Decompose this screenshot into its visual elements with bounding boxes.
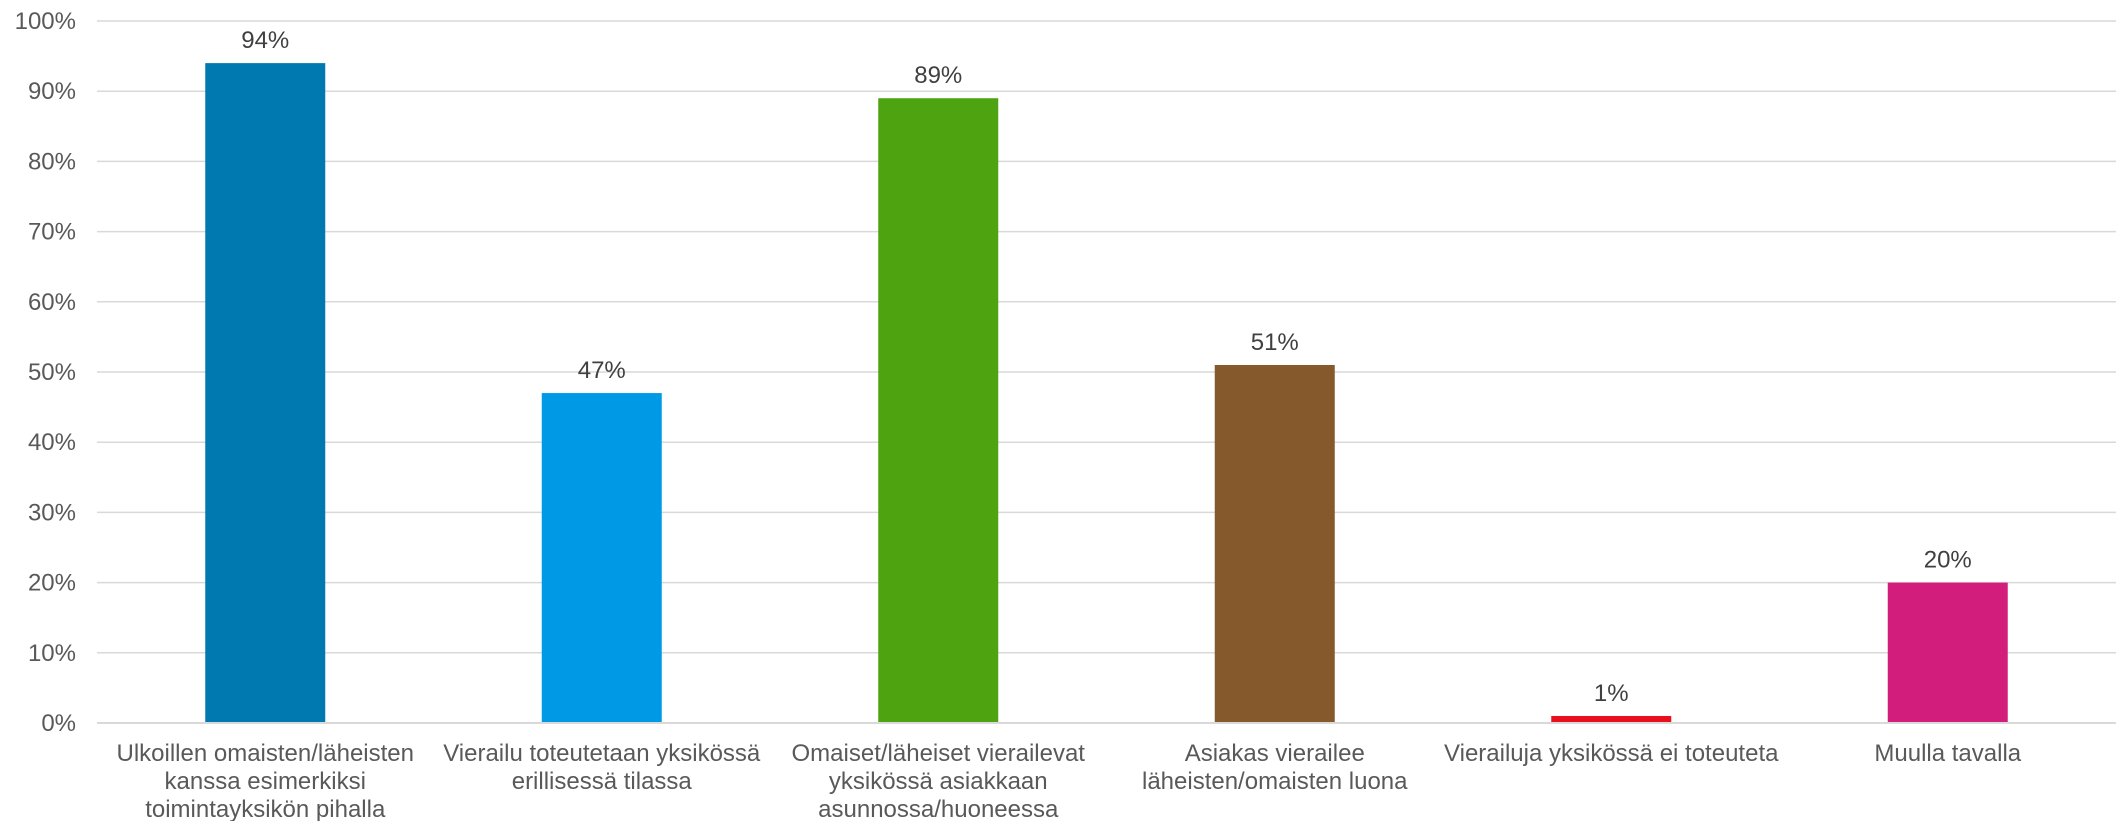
y-tick-label: 100% <box>15 8 76 35</box>
y-tick-label: 20% <box>28 570 76 597</box>
category-label-line: Omaiset/läheiset vierailevat <box>792 740 1086 767</box>
category-label-line: kanssa esimerkiksi <box>165 768 366 795</box>
category-label: Ulkoillen omaisten/läheisten kanssa esime… <box>117 740 415 821</box>
y-tick-label: 80% <box>28 148 76 175</box>
y-tick-label: 40% <box>28 429 76 456</box>
bars <box>205 63 2008 724</box>
y-tick-label: 10% <box>28 640 76 667</box>
y-tick-label: 70% <box>28 219 76 246</box>
y-tick-label: 30% <box>28 499 76 526</box>
category-label-line: Muulla tavalla <box>1874 740 2021 767</box>
category-label-line: yksikössä asiakkaan <box>829 768 1048 795</box>
category-label: Asiakas vierailee läheisten/omaisten luon… <box>1142 740 1408 795</box>
bar <box>541 393 662 723</box>
category-label-line: Ulkoillen omaisten/läheisten <box>117 740 415 767</box>
category-label: Vierailu toteutetaan yksikössä erillisess… <box>443 740 761 795</box>
data-label: 20% <box>1924 547 1972 574</box>
y-tick-label: 0% <box>41 710 76 737</box>
category-label: Muulla tavalla <box>1874 740 2021 767</box>
y-tick-label: 50% <box>28 359 76 386</box>
bar <box>1551 715 1672 723</box>
y-tick-label: 60% <box>28 289 76 316</box>
bar <box>1214 364 1335 723</box>
y-axis-tick-labels: 0% 10% 20% 30% 40% 50% 60% 70% 80% 90% 100% <box>15 8 76 737</box>
category-label-line: Vierailu toteutetaan yksikössä <box>443 740 761 767</box>
bar <box>878 98 999 724</box>
bar <box>1887 582 2008 723</box>
category-label-line: erillisessä tilassa <box>512 768 693 795</box>
y-tick-label: 90% <box>28 78 76 105</box>
category-label-line: Vierailuja yksikössä ei toteuteta <box>1444 740 1779 767</box>
bar <box>205 63 326 724</box>
category-label-line: Asiakas vierailee <box>1185 740 1365 767</box>
x-axis-category-labels: Ulkoillen omaisten/läheisten kanssa esime… <box>117 740 2022 821</box>
data-label: 94% <box>241 27 289 54</box>
category-label-line: toimintayksikön pihalla <box>145 796 386 821</box>
data-label: 1% <box>1594 680 1629 707</box>
data-label: 47% <box>578 357 626 384</box>
data-label: 51% <box>1251 329 1299 356</box>
category-label: Omaiset/läheiset vierailevat yksikössä as… <box>792 740 1086 821</box>
gridlines <box>97 20 2116 654</box>
data-labels: 94% 47% 89% 51% 1% 20% <box>241 27 1972 707</box>
category-label-line: läheisten/omaisten luona <box>1142 768 1408 795</box>
data-label: 89% <box>914 62 962 89</box>
category-label: Vierailuja yksikössä ei toteuteta <box>1444 740 1779 767</box>
category-label-line: asunnossa/huoneessa <box>818 796 1059 821</box>
